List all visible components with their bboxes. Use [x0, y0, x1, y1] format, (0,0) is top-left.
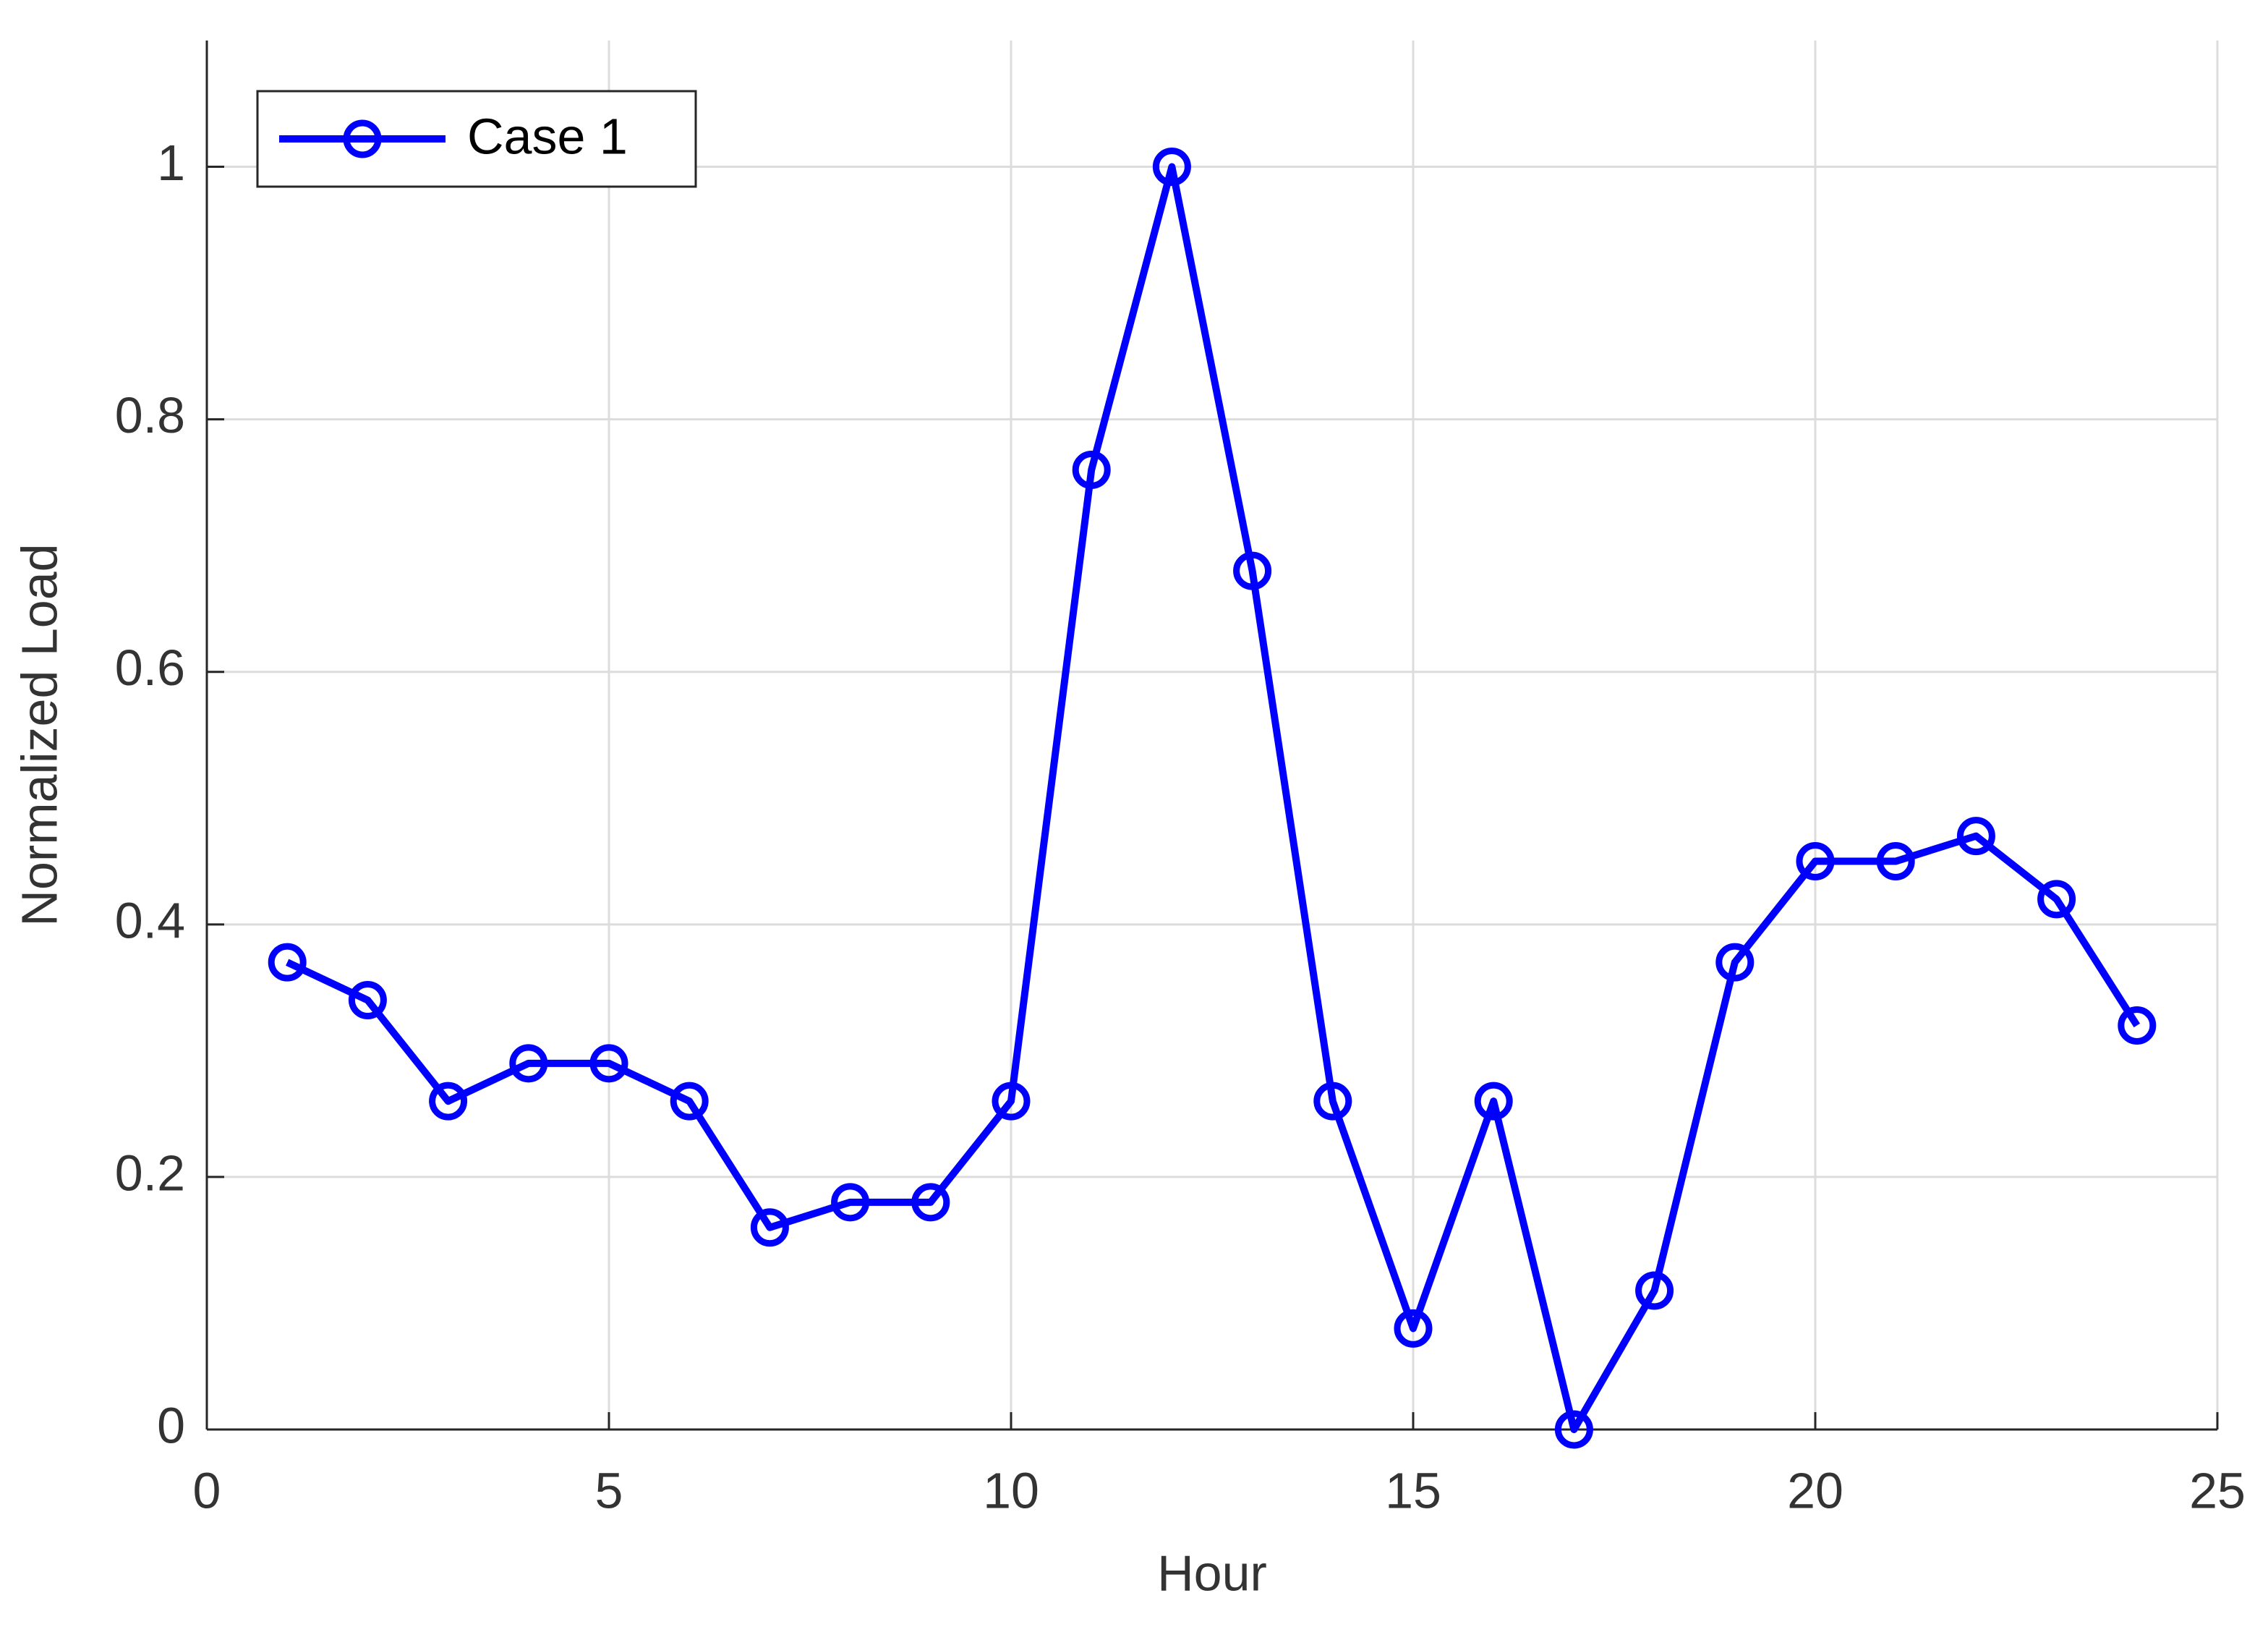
marker [1072, 450, 1111, 489]
x-tick-label: 10 [983, 1462, 1039, 1518]
y-tick-label: 0.6 [115, 640, 185, 696]
marker [509, 1044, 548, 1083]
x-tick-label: 5 [595, 1462, 623, 1518]
y-tick-label: 1 [157, 135, 185, 191]
x-tick-label: 15 [1385, 1462, 1441, 1518]
marker [1394, 1309, 1433, 1348]
marker [1554, 1410, 1593, 1449]
marker [2118, 1006, 2157, 1045]
x-axis-label: Hour [1157, 1545, 1267, 1601]
marker [1635, 1271, 1674, 1310]
marker [348, 981, 387, 1020]
marker [1474, 1082, 1513, 1121]
x-tick-label: 0 [193, 1462, 221, 1518]
marker [750, 1208, 789, 1247]
marker [1796, 842, 1835, 881]
legend-label: Case 1 [467, 108, 628, 164]
marker [992, 1082, 1031, 1121]
y-axis-label: Normalized Load [11, 543, 67, 926]
marker [1152, 148, 1191, 187]
marker [1233, 551, 1272, 590]
marker [670, 1082, 709, 1121]
line [286, 163, 2141, 1433]
marker [589, 1044, 628, 1083]
x-tick-label: 25 [2189, 1462, 2246, 1518]
marker [911, 1183, 950, 1222]
marker [1313, 1082, 1352, 1121]
y-tick-label: 0.8 [115, 387, 185, 443]
marker [1956, 817, 1995, 856]
legend-marker [343, 119, 382, 158]
marker [1876, 842, 1915, 881]
marker [268, 943, 307, 982]
marker [831, 1183, 870, 1222]
y-tick-label: 0 [157, 1397, 185, 1453]
y-tick-label: 0.4 [115, 892, 185, 948]
marker [1715, 943, 1755, 982]
x-tick-label: 20 [1787, 1462, 1843, 1518]
marker [2037, 880, 2076, 919]
marker [429, 1082, 468, 1121]
y-tick-label: 0.2 [115, 1144, 185, 1201]
